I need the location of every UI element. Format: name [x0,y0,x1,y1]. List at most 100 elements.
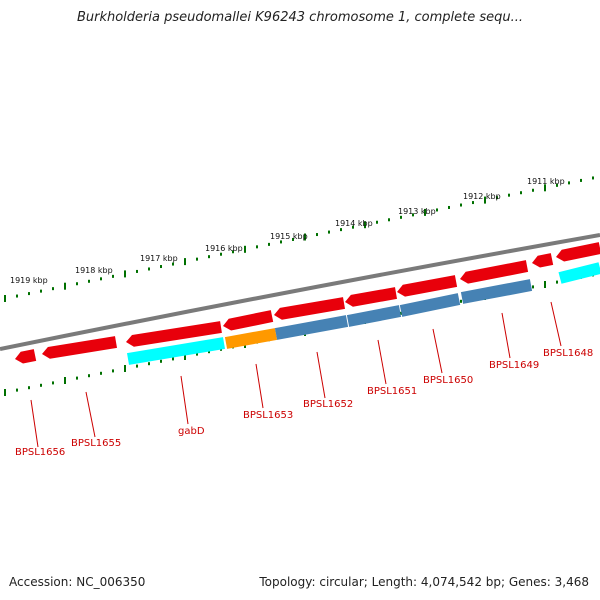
scale-tick [112,274,114,278]
scale-tick-inner [28,386,30,390]
scale-tick [232,250,234,254]
scale-tick [4,295,6,302]
scale-tick [448,205,450,209]
scale-tick-inner [460,299,462,303]
scale-label: 1914 kbp [335,219,373,228]
scale-label: 1917 kbp [140,254,178,263]
scale-tick [328,230,330,234]
scale-tick-inner [52,381,54,385]
scale-tick [148,267,150,271]
leader-line [316,351,326,399]
scale-tick [436,208,438,212]
topology-summary: Topology: circular; Length: 4,074,542 bp… [259,575,589,589]
scale-tick [568,181,570,185]
leader-line [377,339,387,385]
gene-label: BPSL1655 [71,438,121,449]
scale-tick [196,257,198,261]
scale-tick [28,292,30,296]
scale-tick [580,178,582,182]
outer-gene [15,349,37,364]
scale-tick [508,193,510,197]
scale-tick [220,252,222,256]
accession-text: Accession: NC_006350 [9,575,146,589]
scale-tick [520,191,522,195]
inner-gene [346,305,402,327]
outer-gene [274,297,345,320]
scale-tick [412,213,414,217]
gene-label: BPSL1656 [15,447,65,458]
backbone [0,233,600,351]
scale-tick-inner [124,365,126,372]
scale-label: 1916 kbp [205,244,243,253]
gene-label: BPSL1652 [303,399,353,410]
map-title: Burkholderia pseudomallei K96243 chromos… [76,10,524,25]
labels-layer: BPSL1656 BPSL1655 gabD BPSL1653 BPSL1652 BPSL… [15,348,593,458]
scale-tick [400,215,402,219]
outer-gene [345,287,397,307]
scale-tick-inner [136,364,138,368]
scale-tick [592,176,594,180]
scale-tick [64,282,66,290]
scale-tick [484,196,486,204]
leader-line [85,391,96,438]
leader-line [432,328,443,374]
scale-label: 1915 kbp [270,232,308,241]
leader-line [255,363,264,409]
gene-features [15,242,600,365]
scale-tick-inner [184,353,186,360]
outer-gene [42,336,117,359]
scale-tick [304,233,306,241]
gene-label: BPSL1651 [367,386,417,397]
scale-tick-inner [172,357,174,361]
outer-gene [532,253,554,268]
inner-gene [399,293,461,317]
scale-tick [316,233,318,237]
scale-tick [124,270,126,278]
gene-label: BPSL1648 [543,348,593,359]
scale-tick-inner [532,285,534,289]
scale-tick [496,196,498,200]
scale-tick [268,242,270,246]
scale-tick [460,203,462,207]
scale-tick-inner [100,371,102,375]
outer-gene [126,321,222,347]
scale-tick-inner [160,359,162,363]
inner-gene [558,262,600,284]
scale-tick-inner [76,376,78,380]
scale-tick [544,184,546,192]
scale-tick-inner [148,362,150,366]
scale-tick [16,294,18,298]
scale-tick-inner [544,281,546,288]
scale-tick-inner [16,388,18,392]
scale-tick-inner [208,350,210,354]
scale-tick-inner [40,383,42,387]
inner-gene [274,315,349,340]
scale-tick-inner [64,377,66,384]
scale-label: 1913 kbp [398,207,436,216]
outer-gene [397,275,458,297]
scale-tick [388,218,390,222]
scale-tick-inner [196,352,198,356]
scale-tick [472,201,474,205]
scale-tick [256,245,258,249]
outer-gene [223,310,274,331]
gene-label: BPSL1653 [243,410,293,421]
scale-tick [352,225,354,229]
scale-tick [376,220,378,224]
label-leaders [30,301,562,448]
scale-tick-inner [4,389,6,396]
scale-tick [52,287,54,291]
scale-tick [244,245,246,253]
scale-tick [172,262,174,266]
scale-tick [160,265,162,269]
scale-tick [40,289,42,293]
scale-label: 1911 kbp [527,177,565,186]
inner-gene [127,337,225,365]
scale-tick-inner [88,374,90,378]
scale-tick [208,255,210,259]
scale-tick [280,240,282,244]
scale-tick [364,221,366,229]
scale-tick [556,183,558,187]
scale-ticks: 1919 kbp 1918 kbp 1917 kbp 1916 kbp 1915 kbp… [4,176,594,396]
scale-label: 1912 kbp [463,192,501,201]
